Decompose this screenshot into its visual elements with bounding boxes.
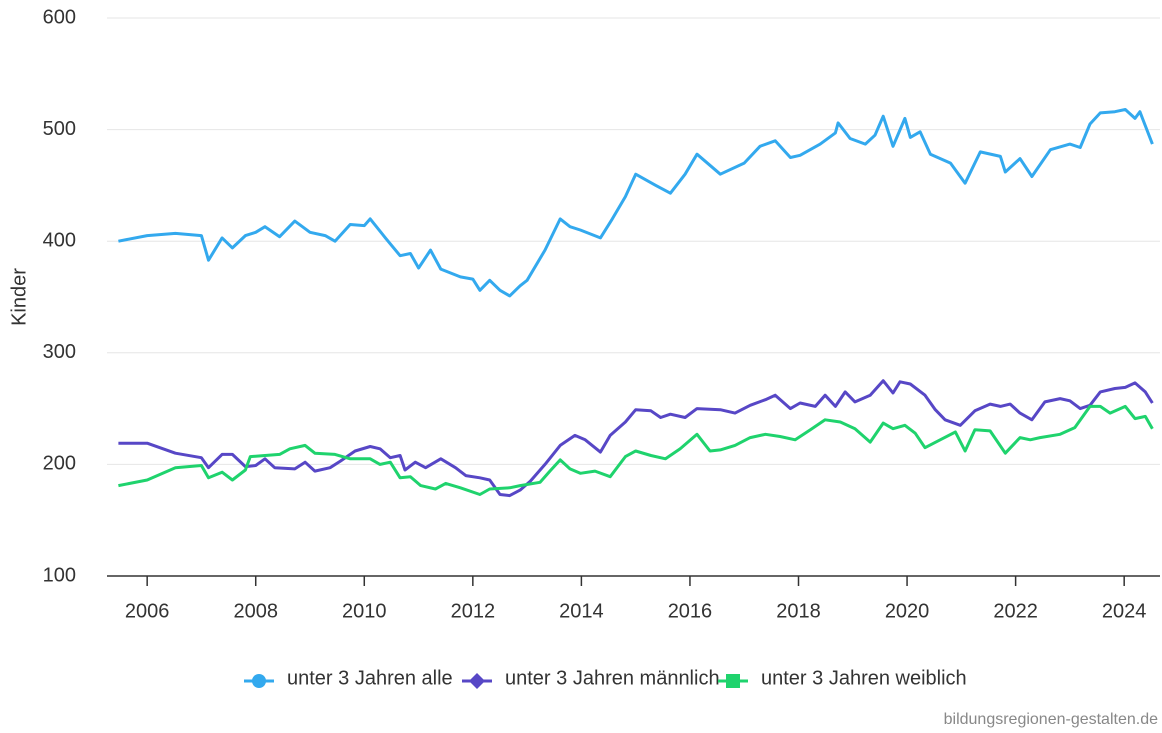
y-tick-label: 300 xyxy=(43,341,76,363)
legend-label: unter 3 Jahren männlich xyxy=(505,667,720,689)
x-tick-label: 2016 xyxy=(668,600,713,622)
x-tick-label: 2012 xyxy=(451,600,496,622)
y-tick-label: 500 xyxy=(43,118,76,140)
legend-label: unter 3 Jahren alle xyxy=(287,667,453,689)
y-axis-title: Kinder xyxy=(8,268,30,326)
x-tick-label: 2010 xyxy=(342,600,387,622)
x-tick-label: 2022 xyxy=(993,600,1038,622)
y-tick-label: 400 xyxy=(43,229,76,251)
x-tick-label: 2024 xyxy=(1102,600,1147,622)
y-tick-label: 200 xyxy=(43,453,76,475)
legend-marker xyxy=(252,674,266,688)
y-tick-label: 100 xyxy=(43,564,76,586)
legend-label: unter 3 Jahren weiblich xyxy=(761,667,967,689)
source-credit: bildungsregionen-gestalten.de xyxy=(944,711,1158,728)
x-tick-label: 2020 xyxy=(885,600,930,622)
legend-marker xyxy=(726,674,740,688)
x-tick-label: 2006 xyxy=(125,600,170,622)
x-tick-label: 2008 xyxy=(233,600,278,622)
x-tick-label: 2018 xyxy=(776,600,821,622)
series-line xyxy=(118,404,1154,496)
legend-marker xyxy=(469,673,485,689)
series-line xyxy=(118,108,1154,298)
x-tick-label: 2014 xyxy=(559,600,604,622)
series-line xyxy=(118,379,1154,498)
y-tick-label: 600 xyxy=(43,6,76,28)
